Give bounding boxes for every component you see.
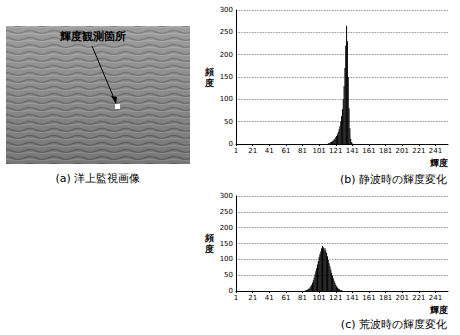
svg-text:度: 度 [204, 244, 214, 254]
svg-text:輝度: 輝度 [429, 305, 448, 315]
svg-text:21: 21 [248, 147, 257, 155]
svg-text:121: 121 [329, 147, 342, 155]
svg-text:輝度観測箇所: 輝度観測箇所 [59, 30, 126, 43]
svg-text:221: 221 [412, 294, 425, 302]
svg-text:81: 81 [298, 294, 307, 302]
svg-text:0: 0 [229, 287, 233, 295]
svg-text:141: 141 [346, 294, 359, 302]
svg-text:250: 250 [220, 28, 233, 36]
svg-text:200: 200 [220, 224, 233, 232]
svg-text:201: 201 [396, 294, 409, 302]
svg-text:221: 221 [412, 147, 425, 155]
svg-text:頻: 頻 [204, 233, 214, 243]
svg-text:1: 1 [234, 294, 238, 302]
svg-text:161: 161 [362, 294, 375, 302]
svg-text:101: 101 [312, 294, 325, 302]
svg-text:100: 100 [220, 255, 233, 263]
svg-text:300: 300 [220, 6, 233, 14]
svg-text:150: 150 [220, 240, 233, 248]
svg-text:41: 41 [265, 294, 274, 302]
svg-text:41: 41 [265, 147, 274, 155]
svg-text:300: 300 [220, 192, 233, 200]
svg-text:頻: 頻 [204, 67, 214, 77]
svg-text:150: 150 [220, 73, 233, 81]
svg-text:250: 250 [220, 208, 233, 216]
svg-text:50: 50 [224, 118, 233, 126]
svg-text:21: 21 [248, 294, 257, 302]
svg-text:121: 121 [329, 294, 342, 302]
svg-text:(a) 洋上監視画像: (a) 洋上監視画像 [56, 172, 141, 185]
svg-text:241: 241 [429, 147, 442, 155]
svg-text:81: 81 [298, 147, 307, 155]
svg-text:200: 200 [220, 51, 233, 59]
svg-text:1: 1 [234, 147, 238, 155]
svg-text:(c) 荒波時の輝度変化: (c) 荒波時の輝度変化 [341, 318, 447, 331]
svg-text:61: 61 [281, 147, 290, 155]
svg-text:50: 50 [224, 271, 233, 279]
svg-text:241: 241 [429, 294, 442, 302]
svg-text:201: 201 [396, 147, 409, 155]
svg-text:(b) 静波時の輝度変化: (b) 静波時の輝度変化 [340, 173, 447, 186]
svg-text:0: 0 [229, 140, 233, 148]
svg-text:161: 161 [362, 147, 375, 155]
svg-text:181: 181 [379, 147, 392, 155]
svg-text:181: 181 [379, 294, 392, 302]
svg-text:101: 101 [312, 147, 325, 155]
svg-text:度: 度 [204, 78, 214, 88]
svg-text:61: 61 [281, 294, 290, 302]
svg-text:141: 141 [346, 147, 359, 155]
svg-text:輝度: 輝度 [429, 158, 448, 168]
svg-text:100: 100 [220, 95, 233, 103]
